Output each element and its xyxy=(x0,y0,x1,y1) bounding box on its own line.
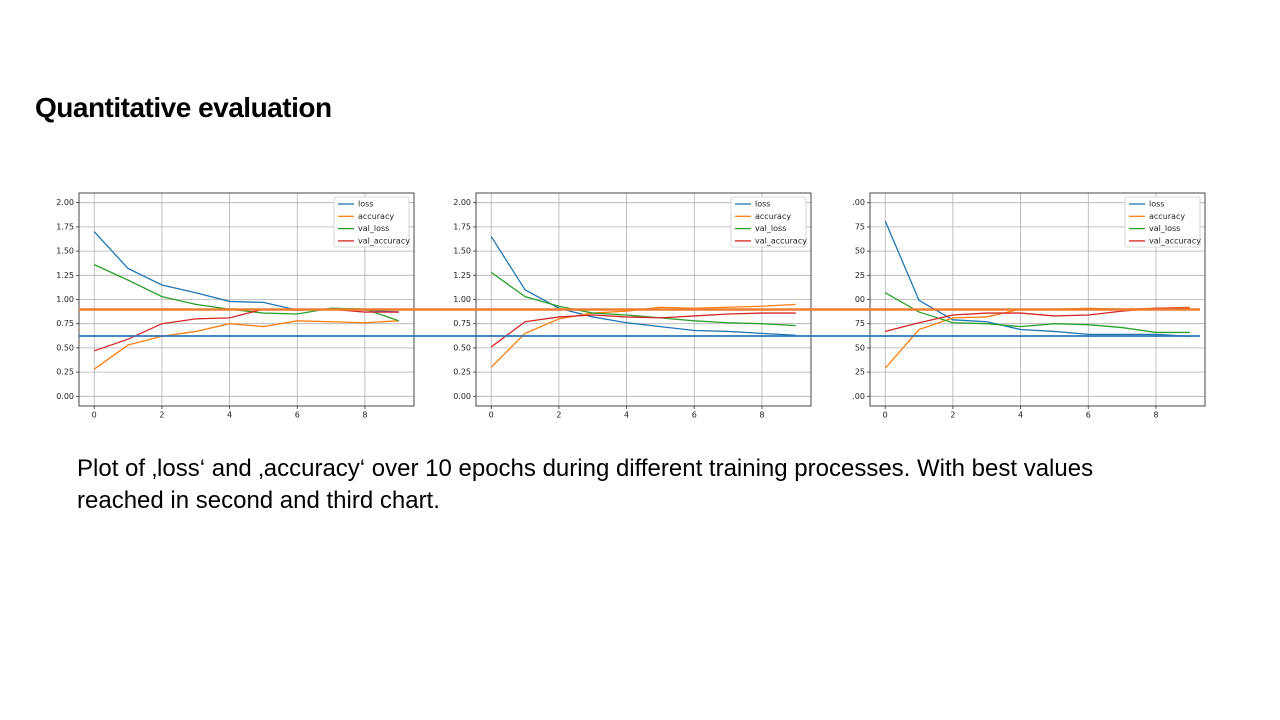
x-tick-label: 2 xyxy=(950,411,955,420)
x-tick-label: 6 xyxy=(295,411,300,420)
legend-label: val_loss xyxy=(755,224,786,233)
plot-frame xyxy=(78,192,415,407)
plot-frame xyxy=(869,192,1206,407)
caption: Plot of ‚loss‘ and ‚accuracy‘ over 10 ep… xyxy=(77,455,1094,514)
series-line xyxy=(490,312,796,348)
legend-box xyxy=(1124,196,1201,248)
series-line xyxy=(884,292,1190,334)
x-tick-label: 0 xyxy=(489,411,494,420)
y-tick-label: 1.00 xyxy=(453,295,471,304)
y-tick-label: 1.50 xyxy=(453,247,471,256)
x-tick-label: 6 xyxy=(692,411,697,420)
series-line xyxy=(93,320,399,370)
y-tick-label: 25 xyxy=(855,368,865,377)
y-tick-label: 0.50 xyxy=(453,343,471,352)
y-tick-label: 2.00 xyxy=(453,198,471,207)
y-tick-label: 75 xyxy=(855,319,865,328)
legend-label: loss xyxy=(358,200,373,209)
x-tick-label: 8 xyxy=(1153,411,1158,420)
legend-label: val_loss xyxy=(1149,224,1180,233)
slide-title: Quantitative evaluation xyxy=(35,92,332,123)
y-tick-label: 00 xyxy=(855,295,865,304)
y-tick-label: 0.75 xyxy=(453,319,471,328)
x-tick-label: 0 xyxy=(883,411,888,420)
series-line xyxy=(490,271,796,327)
y-tick-label: .00 xyxy=(852,392,865,401)
y-tick-label: 1.75 xyxy=(453,222,471,231)
chart: 0.00 0.25 0.50 0.75 1.00 1.25 1.50 1.75 2.00 0 2 4 6… xyxy=(56,192,415,420)
y-tick-label: 2.00 xyxy=(56,198,74,207)
legend-label: val_accuracy xyxy=(358,236,410,245)
y-tick-label: 0.00 xyxy=(453,392,471,401)
chart: 0.00 0.25 0.50 0.75 1.00 1.25 1.50 1.75 2.00 0 2 4 6… xyxy=(453,192,812,420)
y-tick-label: 1.00 xyxy=(56,295,74,304)
y-tick-label: 25 xyxy=(855,271,865,280)
y-tick-label: 0.75 xyxy=(56,319,74,328)
legend-label: val_accuracy xyxy=(1149,236,1201,245)
x-tick-label: 2 xyxy=(159,411,164,420)
x-tick-label: 8 xyxy=(759,411,764,420)
legend-label: loss xyxy=(1149,200,1164,209)
legend-label: accuracy xyxy=(1149,212,1185,221)
y-tick-label: 1.25 xyxy=(453,271,471,280)
x-tick-label: 6 xyxy=(1086,411,1091,420)
y-tick-label: 0.50 xyxy=(56,343,74,352)
series-line xyxy=(490,236,796,336)
legend-label: loss xyxy=(755,200,770,209)
legend-box xyxy=(333,196,410,248)
x-tick-label: 0 xyxy=(92,411,97,420)
y-tick-label: 0.00 xyxy=(56,392,74,401)
y-tick-label: 1.50 xyxy=(56,247,74,256)
chart: .00 25 50 75 00 25 50 75 .00 0 2 4 6 8 loss accuracy val… xyxy=(852,192,1206,420)
x-tick-label: 4 xyxy=(227,411,232,420)
x-tick-label: 4 xyxy=(624,411,629,420)
x-tick-label: 2 xyxy=(556,411,561,420)
legend-label: accuracy xyxy=(358,212,394,221)
y-tick-label: 0.25 xyxy=(453,368,471,377)
y-tick-label: 0.25 xyxy=(56,368,74,377)
legend-label: val_loss xyxy=(358,224,389,233)
legend-label: val_accuracy xyxy=(755,236,807,245)
x-tick-label: 4 xyxy=(1018,411,1023,420)
plot-frame xyxy=(475,192,812,407)
y-tick-label: 1.75 xyxy=(56,222,74,231)
y-tick-label: .00 xyxy=(852,198,865,207)
x-tick-label: 8 xyxy=(362,411,367,420)
y-tick-label: 50 xyxy=(855,247,865,256)
y-tick-label: 1.25 xyxy=(56,271,74,280)
legend-label: accuracy xyxy=(755,212,791,221)
y-tick-label: 50 xyxy=(855,343,865,352)
legend-box xyxy=(730,196,807,248)
y-tick-label: 75 xyxy=(855,222,865,231)
